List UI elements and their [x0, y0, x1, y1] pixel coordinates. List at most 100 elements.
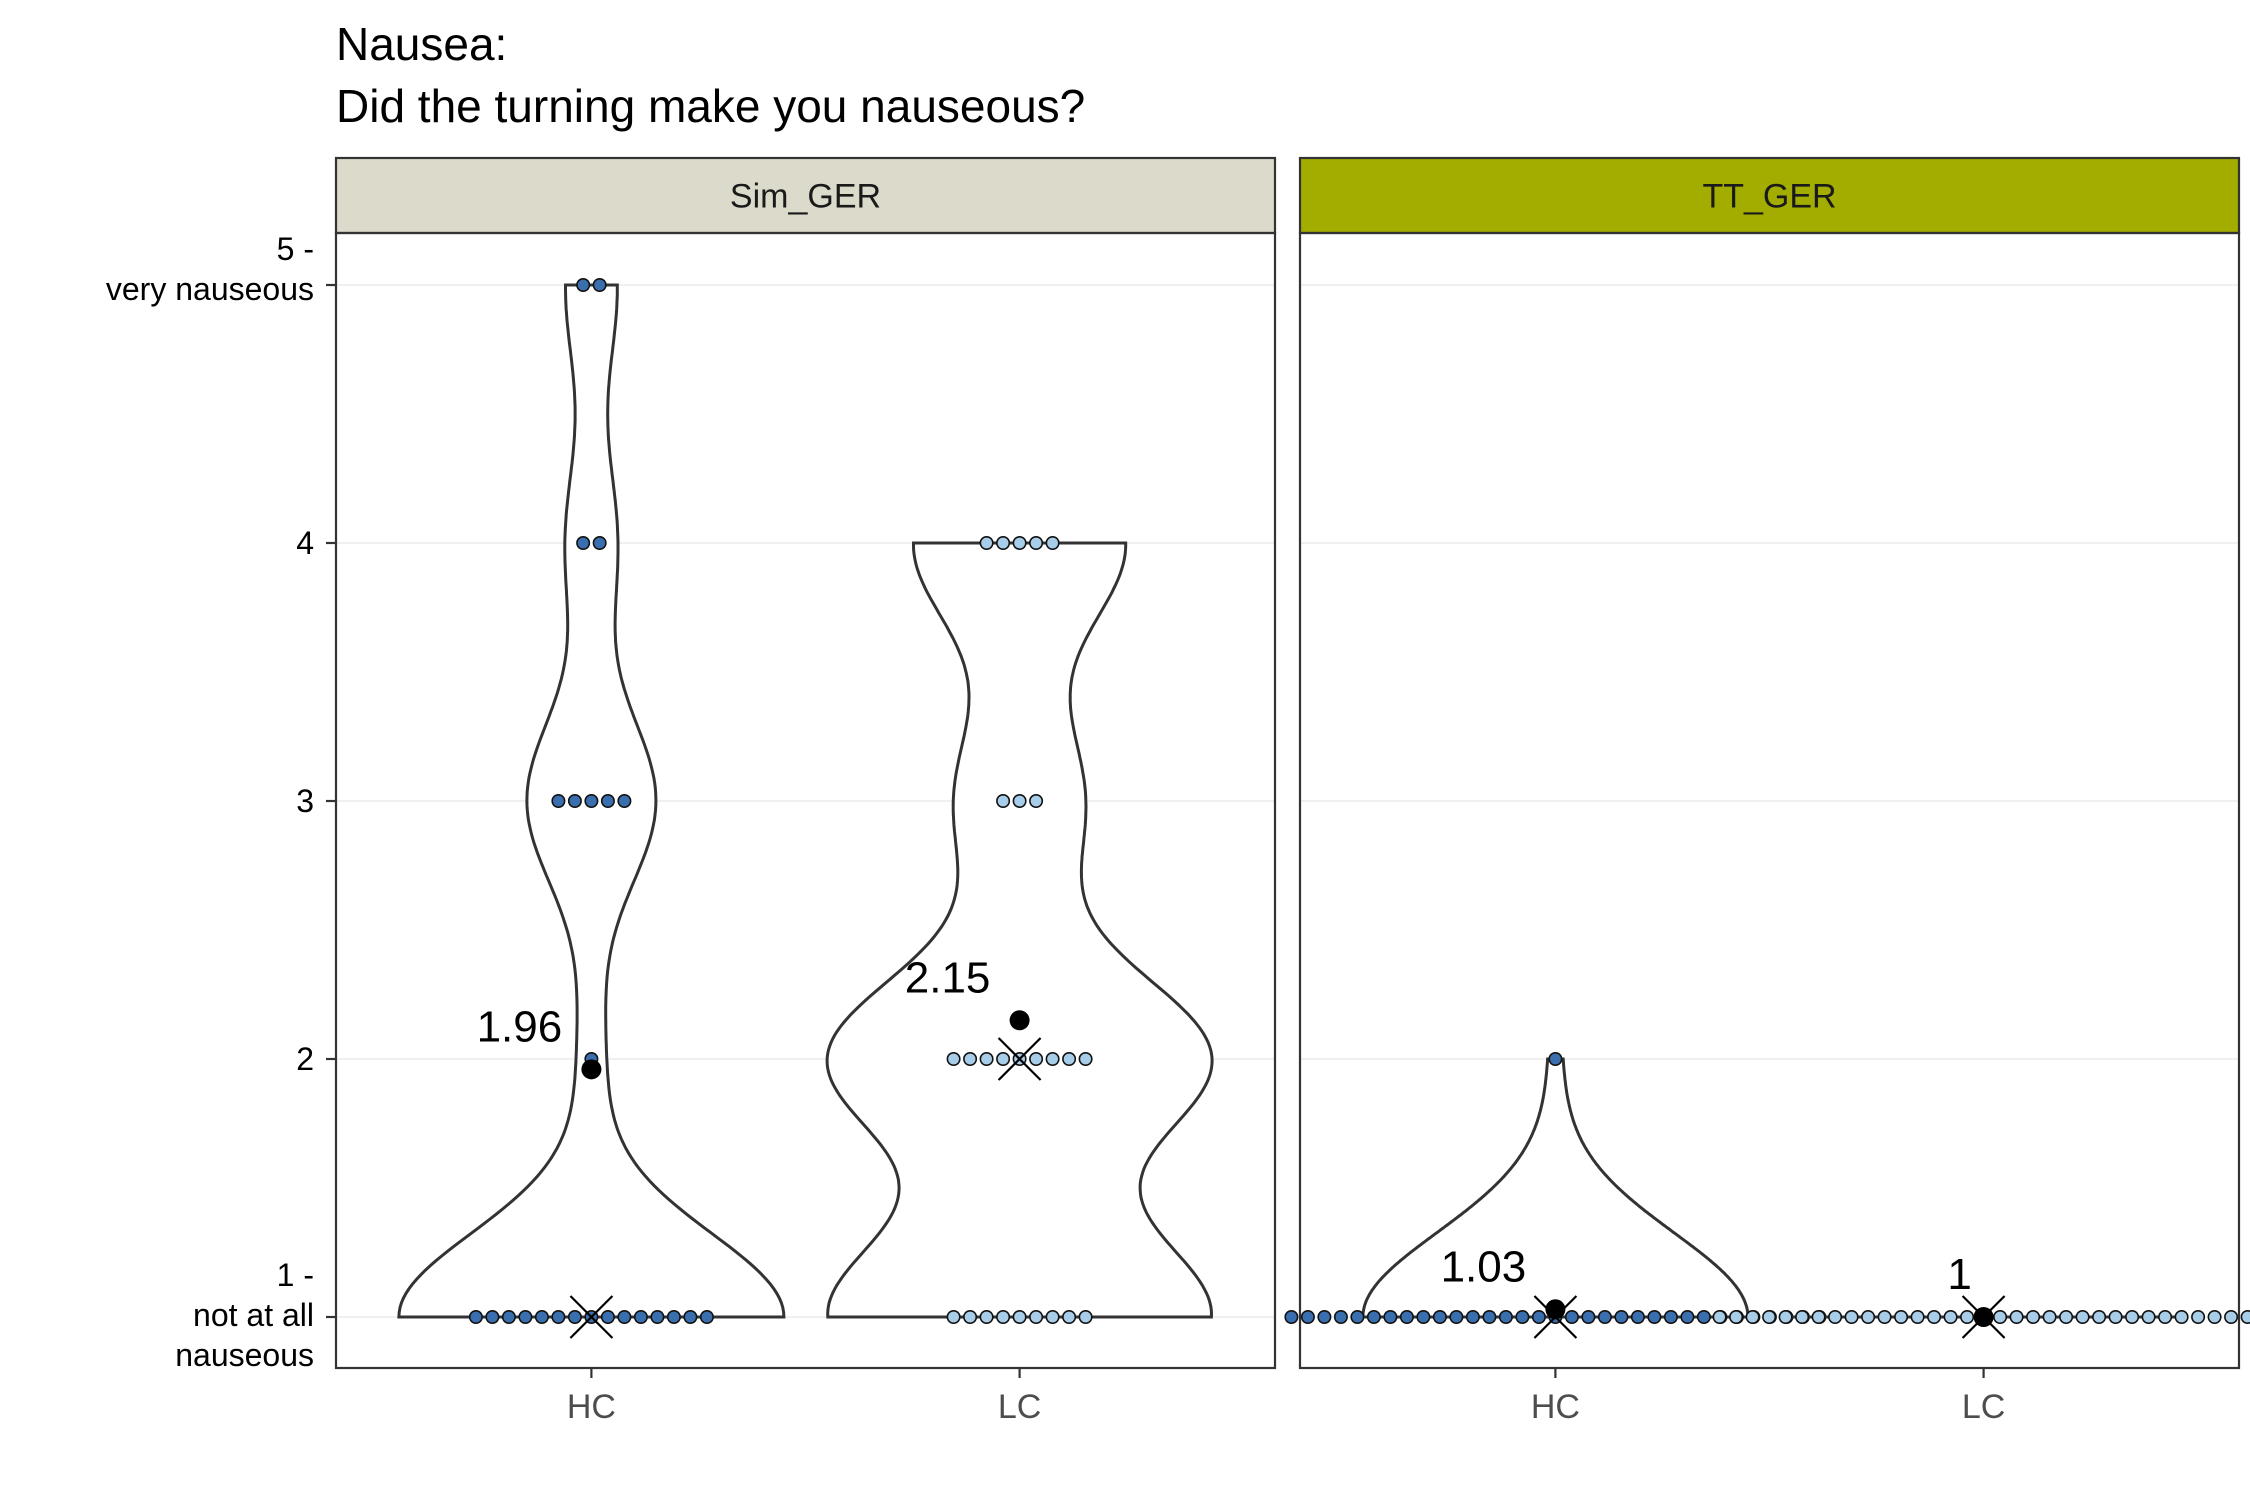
- mean-label: 1.03: [1441, 1242, 1527, 1291]
- data-point: [946, 1310, 961, 1325]
- data-point: [633, 1310, 648, 1325]
- data-point: [650, 1310, 665, 1325]
- data-point: [1078, 1052, 1093, 1067]
- data-point: [996, 1052, 1011, 1067]
- data-point: [1449, 1310, 1464, 1325]
- data-point: [2224, 1310, 2239, 1325]
- data-point: [2108, 1310, 2123, 1325]
- data-point: [996, 793, 1011, 808]
- data-point: [1482, 1310, 1497, 1325]
- data-point: [567, 1310, 582, 1325]
- data-point: [1680, 1310, 1695, 1325]
- data-point: [617, 1310, 632, 1325]
- data-point: [683, 1310, 698, 1325]
- data-point: [551, 793, 566, 808]
- data-point: [2026, 1310, 2041, 1325]
- data-point: [1416, 1310, 1431, 1325]
- data-point: [1531, 1310, 1546, 1325]
- violin-HC: [1361, 1057, 1750, 1319]
- data-point: [1597, 1310, 1612, 1325]
- data-point: [2158, 1310, 2173, 1325]
- data-point: [1062, 1310, 1077, 1325]
- data-point: [1317, 1310, 1332, 1325]
- data-point: [1399, 1310, 1414, 1325]
- x-tick-label: HC: [567, 1388, 616, 1426]
- data-point: [699, 1310, 714, 1325]
- data-point: [1795, 1310, 1810, 1325]
- data-point: [1012, 793, 1027, 808]
- data-point: [592, 277, 607, 292]
- violin-LC: [825, 541, 1214, 1319]
- y-tick-label: very nauseous: [106, 271, 314, 307]
- data-point: [2174, 1310, 2189, 1325]
- mean-point: [1545, 1299, 1566, 1320]
- data-point: [1432, 1310, 1447, 1325]
- data-point: [1993, 1310, 2008, 1325]
- data-point: [600, 1310, 615, 1325]
- median-marker: [569, 1295, 614, 1339]
- data-point: [979, 1310, 994, 1325]
- data-point: [592, 535, 607, 550]
- data-point: [2141, 1310, 2156, 1325]
- data-point: [584, 793, 599, 808]
- data-point: [617, 793, 632, 808]
- data-point: [2125, 1310, 2140, 1325]
- data-point: [2191, 1310, 2206, 1325]
- data-point: [1729, 1310, 1744, 1325]
- data-point: [1811, 1310, 1826, 1325]
- chart-title-line-2: Did the turning make you nauseous?: [336, 80, 1085, 132]
- data-point: [946, 1052, 961, 1067]
- data-point: [1663, 1310, 1678, 1325]
- x-tick-label: LC: [1962, 1388, 2005, 1426]
- data-point: [1062, 1052, 1077, 1067]
- data-point: [518, 1310, 533, 1325]
- x-tick-label: HC: [1531, 1388, 1580, 1426]
- data-point: [979, 1052, 994, 1067]
- y-tick-label: 4: [296, 525, 314, 561]
- data-point: [485, 1310, 500, 1325]
- data-point: [1012, 535, 1027, 550]
- data-point: [576, 535, 591, 550]
- data-point: [1844, 1310, 1859, 1325]
- chart-title-line-1: Nausea:: [336, 18, 507, 70]
- data-point: [1910, 1310, 1925, 1325]
- plot-area: 1 - not at all nauseous 2 3 4 5 - very nauseous…: [106, 156, 2250, 1426]
- data-point: [1045, 1310, 1060, 1325]
- data-point: [1828, 1310, 1843, 1325]
- data-point: [1647, 1310, 1662, 1325]
- data-point: [1927, 1310, 1942, 1325]
- data-point: [1861, 1310, 1876, 1325]
- data-point: [576, 277, 591, 292]
- data-point: [2042, 1310, 2057, 1325]
- data-point: [1029, 535, 1044, 550]
- y-tick-label: nauseous: [175, 1337, 314, 1373]
- data-point: [1029, 793, 1044, 808]
- data-point: [2092, 1310, 2107, 1325]
- facet-strip: [334, 156, 1277, 235]
- data-point: [551, 1310, 566, 1325]
- data-point: [1745, 1310, 1760, 1325]
- data-point: [1877, 1310, 1892, 1325]
- data-point: [1498, 1310, 1513, 1325]
- data-point: [1943, 1310, 1958, 1325]
- data-point: [1630, 1310, 1645, 1325]
- panel-border: [1298, 231, 2241, 1370]
- data-point: [468, 1310, 483, 1325]
- data-point: [1366, 1310, 1381, 1325]
- mean-label: 1: [1947, 1250, 1971, 1299]
- data-point: [979, 535, 994, 550]
- data-point: [1762, 1310, 1777, 1325]
- data-point: [1696, 1310, 1711, 1325]
- data-point: [963, 1052, 978, 1067]
- data-point: [1350, 1310, 1365, 1325]
- data-point: [1894, 1310, 1909, 1325]
- data-point: [1284, 1310, 1299, 1325]
- data-point: [567, 793, 582, 808]
- mean-point: [1009, 1010, 1030, 1031]
- data-point: [1078, 1310, 1093, 1325]
- facet-strip-label: TT_GER: [1702, 178, 1836, 216]
- data-point: [1465, 1310, 1480, 1325]
- data-point: [534, 1310, 549, 1325]
- data-point: [1383, 1310, 1398, 1325]
